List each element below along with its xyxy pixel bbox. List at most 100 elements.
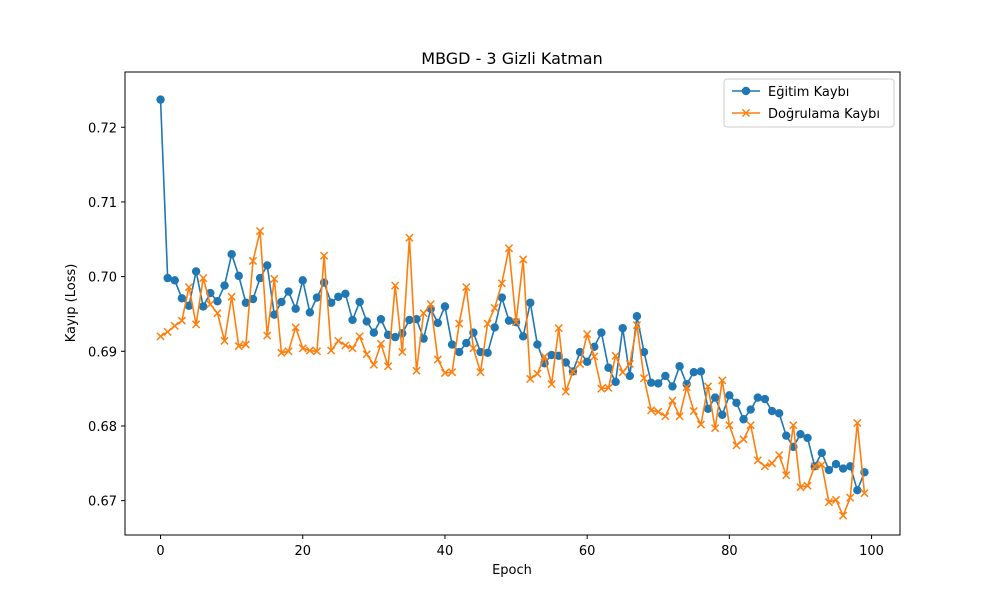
- data-point: [405, 233, 414, 242]
- data-point: [575, 359, 585, 369]
- data-point: [753, 393, 762, 402]
- data-point: [255, 226, 265, 236]
- axes: 0 20 40 60 80 100 0.67 0.68 0.69 0.70 0.71 0.72: [88, 121, 884, 559]
- data-point: [526, 374, 535, 384]
- data-point: [760, 394, 770, 404]
- data-point: [746, 405, 755, 414]
- data-point: [220, 281, 229, 290]
- data-point: [625, 359, 634, 369]
- data-point: [618, 368, 627, 377]
- data-point: [277, 297, 286, 307]
- data-point: [782, 431, 791, 440]
- data-point: [305, 346, 314, 355]
- y-tick-label: 0.71: [88, 196, 117, 211]
- x-tick-label: 60: [579, 544, 596, 559]
- data-point: [732, 398, 741, 408]
- legend-label: Doğrulama Kaybı: [768, 107, 880, 122]
- data-point: [639, 347, 649, 357]
- data-point: [774, 409, 784, 418]
- data-point: [483, 348, 492, 357]
- data-point: [191, 267, 201, 276]
- data-point: [646, 378, 656, 387]
- data-point: [504, 244, 514, 253]
- data-point: [725, 421, 734, 430]
- data-point: [362, 317, 371, 326]
- data-point: [639, 374, 649, 383]
- data-point: [519, 255, 528, 264]
- data-point: [455, 319, 464, 328]
- data-point: [710, 393, 720, 402]
- data-point: [526, 298, 535, 307]
- data-point: [227, 250, 236, 259]
- legend-box: [723, 78, 895, 128]
- data-point: [355, 332, 364, 341]
- data-point: [703, 382, 713, 391]
- data-point: [362, 350, 371, 359]
- data-point: [803, 481, 812, 490]
- data-point: [412, 366, 421, 375]
- data-point: [597, 328, 606, 337]
- data-point: [718, 410, 727, 419]
- legend-label: Eğitim Kaybı: [768, 85, 849, 100]
- data-point: [675, 362, 684, 371]
- y-tick-label: 0.72: [88, 121, 117, 136]
- data-point: [590, 352, 599, 361]
- data-point: [661, 412, 670, 421]
- data-point: [319, 251, 329, 260]
- data-point: [312, 347, 322, 356]
- data-point: [227, 292, 236, 301]
- data-point: [327, 346, 336, 355]
- data-point: [853, 418, 862, 428]
- data-point: [533, 369, 542, 378]
- data-point: [504, 316, 514, 325]
- data-point: [782, 471, 791, 480]
- data-point: [831, 459, 841, 469]
- data-point: [746, 421, 755, 430]
- data-point: [824, 498, 834, 507]
- data-point: [255, 273, 265, 283]
- x-tick-label: 80: [721, 544, 738, 559]
- legend-marker: [741, 86, 751, 96]
- data-point: [376, 314, 386, 324]
- data-point: [213, 309, 222, 318]
- data-point: [462, 282, 471, 292]
- data-point: [462, 338, 471, 348]
- data-point: [547, 380, 556, 389]
- data-point: [774, 450, 784, 460]
- data-point: [760, 462, 770, 471]
- y-tick-label: 0.70: [88, 271, 117, 286]
- data-point: [611, 351, 620, 360]
- data-point: [348, 344, 357, 353]
- data-point: [490, 303, 499, 313]
- data-point: [270, 310, 279, 319]
- data-point: [248, 294, 258, 304]
- data-point: [647, 406, 656, 415]
- data-point: [604, 363, 613, 372]
- data-point: [547, 350, 556, 360]
- data-point: [625, 371, 635, 381]
- data-point: [725, 391, 734, 400]
- data-point: [476, 368, 485, 377]
- data-point: [661, 371, 670, 381]
- data-point: [789, 421, 798, 430]
- series-layer: [156, 95, 869, 520]
- data-point: [383, 362, 393, 371]
- y-tick-label: 0.67: [88, 495, 117, 510]
- data-point: [860, 489, 869, 498]
- data-point: [696, 367, 706, 376]
- data-point: [831, 495, 841, 505]
- data-point: [838, 511, 848, 520]
- y-tick-label: 0.69: [88, 345, 117, 360]
- data-point: [668, 382, 677, 391]
- data-point: [184, 282, 194, 292]
- legend-item: Doğrulama Kaybı: [732, 107, 880, 122]
- data-point: [241, 298, 251, 307]
- data-point: [447, 368, 457, 377]
- data-point: [846, 493, 855, 502]
- data-point: [199, 273, 208, 283]
- data-point: [447, 340, 457, 349]
- data-point: [341, 289, 350, 298]
- data-point: [561, 358, 571, 367]
- data-point: [191, 320, 201, 329]
